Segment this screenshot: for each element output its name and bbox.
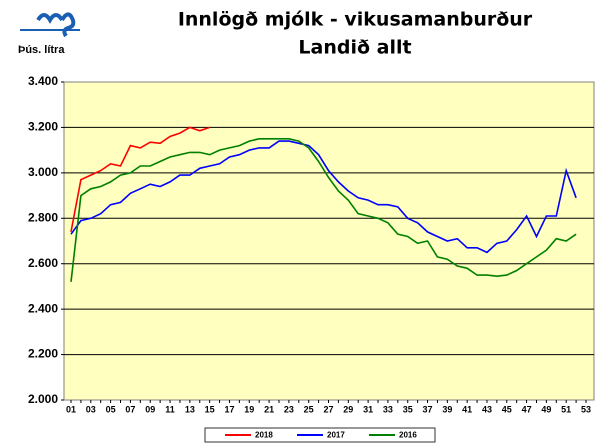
x-tick-label: 45	[502, 404, 512, 414]
y-tick-label: 3.400	[28, 74, 58, 88]
y-tick-label: 2.000	[28, 392, 58, 406]
x-tick-label: 37	[423, 404, 433, 414]
series-line	[70, 138, 577, 282]
x-tick-label: 41	[462, 404, 472, 414]
series-line	[70, 126, 210, 233]
y-tick-label: 2.400	[28, 301, 58, 315]
logo	[20, 12, 80, 38]
y-tick-label: 3.200	[28, 120, 58, 134]
y-tick-label: 3.000	[28, 165, 58, 179]
chart-subtitle: Landið allt	[298, 37, 411, 59]
x-tick-label: 31	[363, 404, 373, 414]
y-tick-label: 2.600	[28, 256, 58, 270]
y-tick-label: 2.200	[28, 347, 58, 361]
x-tick-label: 09	[145, 404, 155, 414]
x-tick-label: 05	[106, 404, 116, 414]
x-tick-label: 11	[165, 404, 175, 414]
x-tick-label: 03	[86, 404, 96, 414]
x-tick-label: 27	[323, 404, 333, 414]
x-tick-label: 17	[224, 404, 234, 414]
x-tick-label: 19	[244, 404, 254, 414]
legend-label: 2017	[327, 431, 345, 440]
x-tick-label: 15	[205, 404, 215, 414]
x-tick-label: 23	[284, 404, 294, 414]
legend-label: 2016	[399, 431, 417, 440]
y-tick-label: 2.800	[28, 210, 58, 224]
x-tick-label: 29	[343, 404, 353, 414]
series-line	[70, 140, 577, 254]
x-tick-label: 25	[304, 404, 314, 414]
legend-label: 2018	[255, 431, 273, 440]
y-axis-label: Þús. lítra	[18, 44, 65, 56]
x-tick-label: 07	[125, 404, 135, 414]
x-tick-label: 39	[442, 404, 452, 414]
x-tick-label: 53	[581, 404, 591, 414]
x-tick-label: 33	[383, 404, 393, 414]
x-tick-label: 13	[185, 404, 195, 414]
plot-area	[63, 81, 595, 401]
x-tick-label: 01	[66, 404, 76, 414]
x-tick-label: 49	[541, 404, 551, 414]
x-tick-label: 35	[403, 404, 413, 414]
x-tick-label: 51	[561, 404, 571, 414]
x-tick-label: 47	[522, 404, 532, 414]
chart-title: Innlögð mjólk - vikusamanburður	[178, 9, 533, 31]
x-tick-label: 21	[264, 404, 274, 414]
x-tick-label: 43	[482, 404, 492, 414]
